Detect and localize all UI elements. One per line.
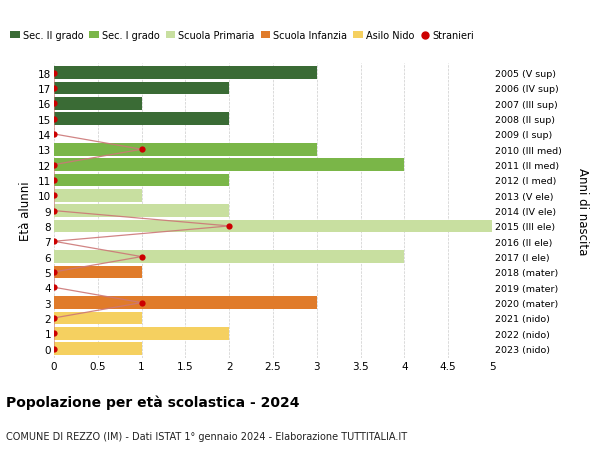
Bar xyxy=(54,159,404,172)
Bar xyxy=(54,251,404,263)
Bar xyxy=(54,190,142,202)
Text: Popolazione per età scolastica - 2024: Popolazione per età scolastica - 2024 xyxy=(6,395,299,409)
Legend: Sec. II grado, Sec. I grado, Scuola Primaria, Scuola Infanzia, Asilo Nido, Stran: Sec. II grado, Sec. I grado, Scuola Prim… xyxy=(10,31,474,41)
Bar xyxy=(54,327,229,340)
Bar xyxy=(54,297,317,309)
Y-axis label: Anni di nascita: Anni di nascita xyxy=(575,168,589,255)
Bar xyxy=(54,144,317,156)
Bar xyxy=(54,220,492,233)
Text: COMUNE DI REZZO (IM) - Dati ISTAT 1° gennaio 2024 - Elaborazione TUTTITALIA.IT: COMUNE DI REZZO (IM) - Dati ISTAT 1° gen… xyxy=(6,431,407,442)
Bar xyxy=(54,83,229,95)
Bar xyxy=(54,312,142,325)
Bar xyxy=(54,174,229,187)
Bar xyxy=(54,266,142,279)
Bar xyxy=(54,205,229,218)
Bar xyxy=(54,342,142,355)
Bar xyxy=(54,98,142,110)
Bar xyxy=(54,67,317,80)
Y-axis label: Età alunni: Età alunni xyxy=(19,181,32,241)
Bar xyxy=(54,113,229,126)
